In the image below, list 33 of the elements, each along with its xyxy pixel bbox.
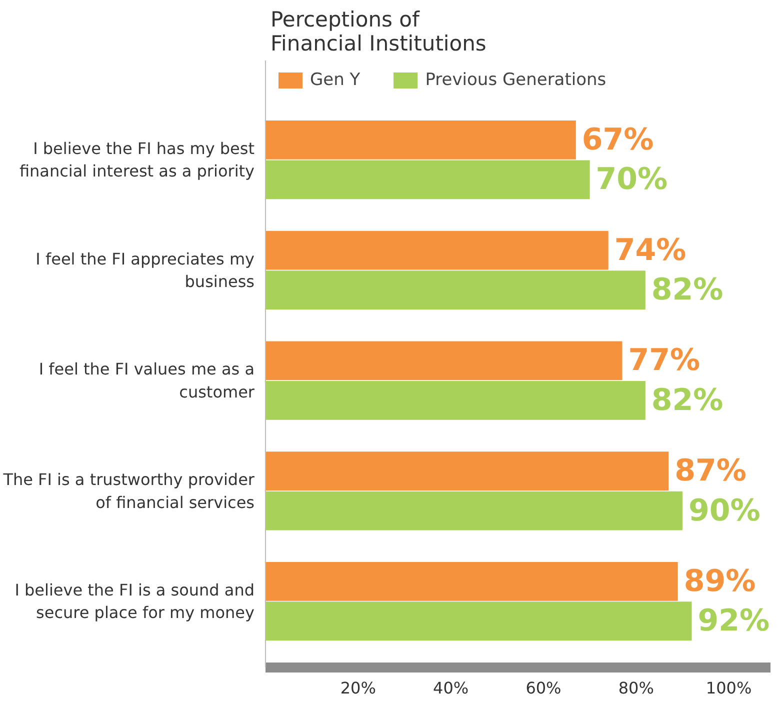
bar: [266, 270, 646, 310]
bar: [266, 491, 682, 530]
chart-title: Perceptions of Financial Institutions: [270, 8, 486, 56]
data-label: 82%: [651, 382, 724, 418]
data-label: 90%: [688, 493, 760, 528]
x-tick-label: 40%: [433, 678, 469, 698]
data-label: 82%: [651, 272, 724, 308]
data-label: 74%: [614, 232, 686, 268]
y-tick-label: I feel the FI values me as a customer: [38, 360, 255, 402]
y-tick-label: I believe the FI is a sound and secure place for my money: [14, 580, 255, 622]
bar: [266, 452, 669, 491]
data-label: 92%: [698, 604, 770, 639]
x-tick-label: 60%: [526, 678, 562, 698]
data-label: 77%: [628, 343, 700, 378]
bar: [266, 120, 576, 160]
data-label: 89%: [684, 564, 756, 599]
x-tick-label: 20%: [340, 678, 376, 698]
bar: [266, 602, 692, 641]
legend-label: Gen Y: [310, 70, 360, 90]
y-tick-label: The FI is a trustworthy provider of financial services: [2, 470, 255, 512]
bar: [266, 562, 678, 601]
bar: [266, 341, 622, 380]
x-tick-label: 80%: [618, 678, 654, 698]
bar: [266, 380, 646, 420]
y-tick-label: I feel the FI appreciates my business: [36, 249, 255, 292]
y-tick-label: I believe the FI has my best financial interest as a priority: [19, 138, 254, 181]
bar: [266, 230, 608, 270]
data-label: 67%: [582, 122, 654, 158]
x-tick-label: 100%: [706, 678, 752, 698]
bar: [266, 160, 590, 200]
data-label: 87%: [674, 454, 746, 489]
legend-label: Previous Generations: [425, 70, 606, 90]
data-label: 70%: [596, 162, 668, 198]
